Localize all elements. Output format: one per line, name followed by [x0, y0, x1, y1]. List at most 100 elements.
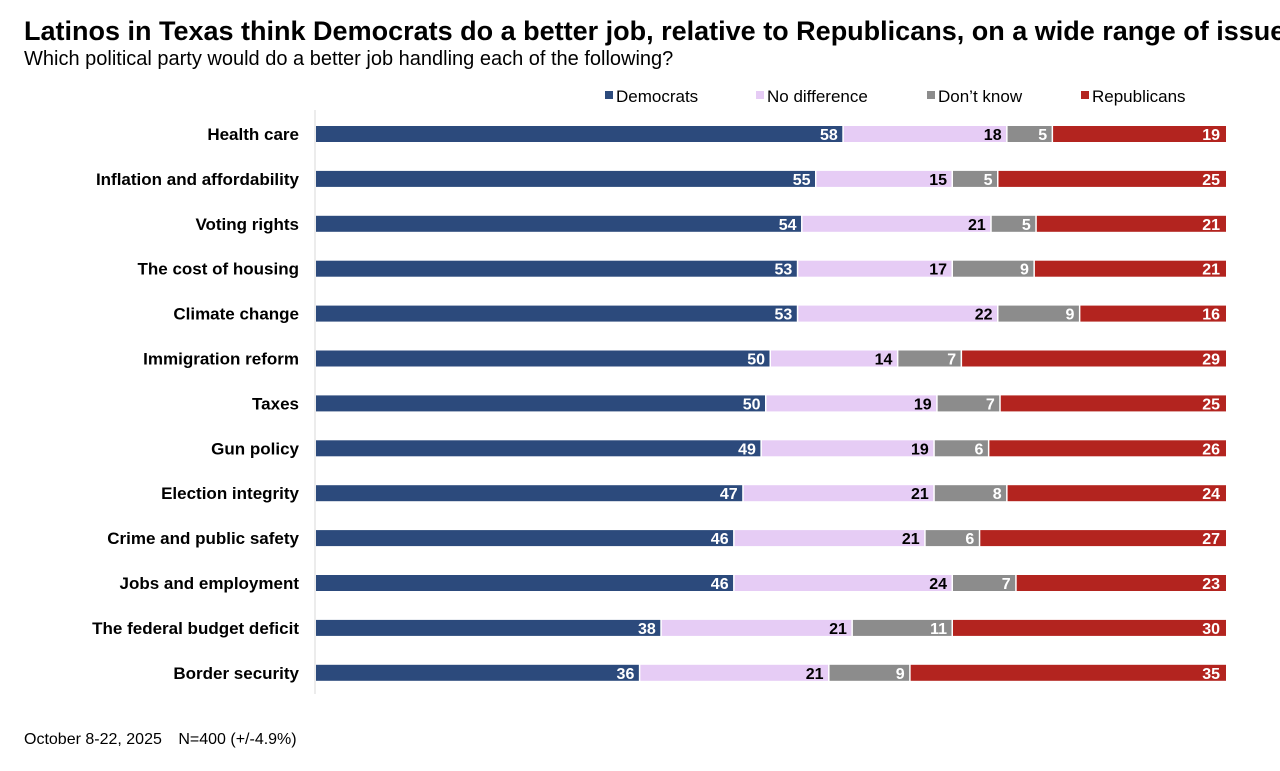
bar-democrats-jobs-and-employment — [316, 575, 734, 591]
legend-swatch-no-difference — [756, 91, 764, 99]
bar-don-t-know-border-security — [829, 664, 910, 681]
value-label-no-difference-health-care: 18 — [984, 127, 1002, 144]
value-label-democrats-gun-policy: 49 — [738, 441, 756, 458]
value-label-no-difference-crime-and-public-safety: 21 — [902, 531, 920, 548]
value-label-democrats-crime-and-public-safety: 46 — [711, 531, 729, 548]
value-label-democrats-climate-change: 53 — [775, 307, 793, 324]
bar-republicans-taxes — [1000, 395, 1226, 412]
value-label-no-difference-border-security: 21 — [806, 666, 824, 683]
bar-don-t-know-taxes — [937, 395, 1000, 412]
bar-democrats-border-security — [316, 664, 639, 681]
value-label-republicans-border-security: 35 — [1202, 666, 1220, 683]
bar-republicans-gun-policy — [989, 440, 1226, 457]
value-label-democrats-taxes: 50 — [743, 396, 761, 413]
bar-no-difference-inflation-and-affordability — [816, 170, 952, 187]
value-label-don-t-know-immigration-reform: 7 — [947, 352, 956, 369]
value-label-don-t-know-voting-rights: 5 — [1022, 217, 1031, 234]
value-label-no-difference-inflation-and-affordability: 15 — [929, 172, 947, 189]
bar-republicans-inflation-and-affordability — [998, 170, 1226, 187]
bar-don-t-know-climate-change — [998, 305, 1079, 322]
bar-republicans-the-federal-budget-deficit — [953, 619, 1226, 636]
legend-label-no-difference: No difference — [767, 87, 868, 106]
value-label-don-t-know-crime-and-public-safety: 6 — [965, 531, 974, 548]
value-label-republicans-immigration-reform: 29 — [1202, 352, 1220, 369]
chart-title: Latinos in Texas think Democrats do a be… — [24, 16, 1280, 46]
bar-democrats-the-federal-budget-deficit — [316, 619, 661, 636]
value-label-democrats-inflation-and-affordability: 55 — [793, 172, 811, 189]
bar-no-difference-jobs-and-employment — [734, 575, 952, 591]
value-label-republicans-health-care: 19 — [1202, 127, 1220, 144]
value-label-no-difference-voting-rights: 21 — [968, 217, 986, 234]
legend-swatch-democrats — [605, 91, 613, 99]
category-label-climate-change: Climate change — [173, 305, 299, 324]
value-label-republicans-inflation-and-affordability: 25 — [1202, 172, 1220, 189]
bar-no-difference-health-care — [843, 126, 1007, 142]
legend-label-republicans: Republicans — [1092, 87, 1186, 106]
value-label-don-t-know-the-federal-budget-deficit: 11 — [930, 621, 947, 638]
bar-no-difference-taxes — [766, 395, 937, 412]
bar-don-t-know-voting-rights — [991, 215, 1036, 232]
value-label-don-t-know-border-security: 9 — [896, 666, 905, 683]
sample-size: N=400 (+/-4.9%) — [178, 731, 297, 748]
category-label-election-integrity: Election integrity — [161, 484, 299, 503]
bar-don-t-know-jobs-and-employment — [953, 575, 1016, 591]
bar-republicans-voting-rights — [1036, 215, 1226, 232]
bar-no-difference-climate-change — [798, 305, 997, 322]
bar-no-difference-crime-and-public-safety — [734, 530, 925, 547]
bar-democrats-immigration-reform — [316, 350, 770, 367]
bar-don-t-know-inflation-and-affordability — [953, 170, 997, 187]
value-label-no-difference-climate-change: 22 — [975, 307, 993, 324]
bar-don-t-know-health-care — [1007, 126, 1052, 142]
bar-republicans-health-care — [1053, 126, 1226, 142]
category-label-taxes: Taxes — [252, 394, 299, 413]
value-label-don-t-know-gun-policy: 6 — [974, 441, 983, 458]
category-label-jobs-and-employment: Jobs and employment — [120, 574, 300, 593]
bar-democrats-climate-change — [316, 305, 797, 322]
value-label-no-difference-the-cost-of-housing: 17 — [929, 262, 947, 279]
value-label-no-difference-election-integrity: 21 — [911, 486, 929, 503]
bar-no-difference-gun-policy — [761, 440, 934, 457]
category-label-the-cost-of-housing: The cost of housing — [138, 260, 300, 279]
value-label-no-difference-gun-policy: 19 — [911, 441, 929, 458]
bar-republicans-border-security — [910, 664, 1226, 681]
category-label-voting-rights: Voting rights — [195, 215, 299, 234]
value-label-democrats-the-federal-budget-deficit: 38 — [638, 621, 656, 638]
value-label-democrats-immigration-reform: 50 — [747, 352, 765, 369]
bar-democrats-election-integrity — [316, 485, 743, 502]
survey-dates: October 8-22, 2025 — [24, 731, 162, 748]
category-label-gun-policy: Gun policy — [211, 439, 299, 458]
bar-democrats-the-cost-of-housing — [316, 260, 797, 277]
value-label-don-t-know-inflation-and-affordability: 5 — [984, 172, 993, 189]
category-label-immigration-reform: Immigration reform — [143, 350, 299, 369]
value-label-republicans-crime-and-public-safety: 27 — [1202, 531, 1220, 548]
bar-no-difference-the-cost-of-housing — [798, 260, 952, 277]
value-label-republicans-taxes: 25 — [1202, 396, 1220, 413]
bar-no-difference-voting-rights — [802, 215, 991, 232]
category-label-health-care: Health care — [207, 125, 299, 144]
category-label-the-federal-budget-deficit: The federal budget deficit — [92, 619, 299, 638]
value-label-democrats-health-care: 58 — [820, 127, 838, 144]
value-label-democrats-border-security: 36 — [617, 666, 635, 683]
value-label-republicans-jobs-and-employment: 23 — [1202, 576, 1220, 593]
value-label-don-t-know-taxes: 7 — [986, 396, 995, 413]
value-label-republicans-the-federal-budget-deficit: 30 — [1202, 621, 1220, 638]
value-label-democrats-jobs-and-employment: 46 — [711, 576, 729, 593]
bar-republicans-climate-change — [1080, 305, 1226, 322]
value-label-don-t-know-climate-change: 9 — [1065, 307, 1074, 324]
bar-republicans-immigration-reform — [962, 350, 1226, 367]
bar-democrats-taxes — [316, 395, 765, 412]
value-label-no-difference-taxes: 19 — [914, 396, 932, 413]
value-label-no-difference-the-federal-budget-deficit: 21 — [829, 621, 847, 638]
value-label-democrats-the-cost-of-housing: 53 — [775, 262, 793, 279]
bar-don-t-know-election-integrity — [934, 485, 1007, 502]
bar-don-t-know-gun-policy — [934, 440, 988, 457]
bar-don-t-know-immigration-reform — [898, 350, 961, 367]
value-label-democrats-election-integrity: 47 — [720, 486, 738, 503]
footnote: October 8-22, 2025 N=400 (+/-4.9%) — [24, 731, 297, 749]
category-label-crime-and-public-safety: Crime and public safety — [107, 529, 299, 548]
value-label-republicans-voting-rights: 21 — [1202, 217, 1220, 234]
value-label-democrats-voting-rights: 54 — [779, 217, 797, 234]
value-label-republicans-the-cost-of-housing: 21 — [1202, 262, 1220, 279]
bar-no-difference-immigration-reform — [771, 350, 897, 367]
